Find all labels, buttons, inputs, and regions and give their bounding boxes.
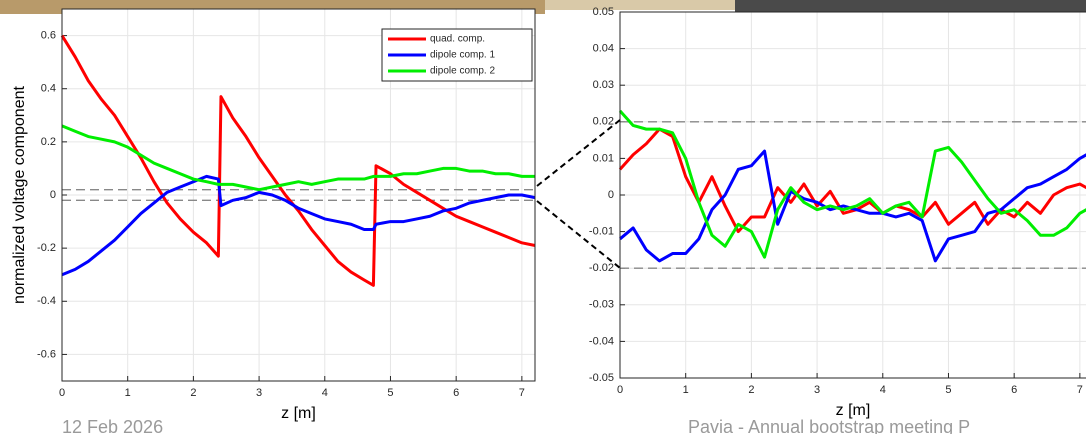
- y-tick-label: 0.2: [41, 136, 56, 148]
- legend-label: dipole comp. 1: [430, 50, 495, 61]
- y-tick-label: -0.6: [37, 348, 56, 360]
- x-tick-label: 3: [256, 387, 262, 399]
- x-tick-label: 5: [387, 387, 393, 399]
- legend-label: quad. comp.: [430, 34, 485, 45]
- y-tick-label: -0.04: [589, 335, 614, 347]
- x-axis-label: z [m]: [281, 405, 316, 422]
- x-tick-label: 6: [1011, 384, 1017, 396]
- x-tick-label: 1: [125, 387, 131, 399]
- legend-label: dipole comp. 2: [430, 66, 495, 77]
- y-tick-label: 0.4: [41, 83, 56, 95]
- slide: 12 Feb 2026 Pavia - Annual bootstrap mee…: [0, 0, 1086, 434]
- y-tick-label: 0.01: [593, 152, 614, 164]
- charts: -0.6 -0.4 -0.2 0 0.2 0.4 0.6 0 1 2 3 4 5 6 7 z [m] norma…: [11, 6, 1086, 422]
- y-tick-label: -0.03: [589, 299, 614, 311]
- x-tick-label: 7: [519, 387, 525, 399]
- chart: -0.6 -0.4 -0.2 0 0.2 0.4 0.6 0 1 2 3 4 5 6 7 z [m] norma…: [11, 9, 535, 422]
- y-axis-label: normalized voltage component: [11, 85, 28, 303]
- x-tick-label: 0: [59, 387, 65, 399]
- page: 12 Feb 2026 Pavia - Annual bootstrap mee…: [0, 0, 1086, 434]
- x-tick-label: 0: [617, 384, 623, 396]
- x-tick-label: 1: [683, 384, 689, 396]
- photo-strip: [545, 0, 735, 10]
- footer-event: Pavia - Annual bootstrap meeting P: [688, 417, 970, 434]
- y-tick-label: 0: [608, 189, 614, 201]
- y-tick-label: 0: [50, 189, 56, 201]
- footer-date: 12 Feb 2026: [62, 417, 163, 434]
- y-tick-label: 0.02: [593, 116, 614, 128]
- x-tick-label: 6: [453, 387, 459, 399]
- x-tick-label: 5: [945, 384, 951, 396]
- y-tick-label: -0.2: [37, 242, 56, 254]
- y-tick-label: -0.05: [589, 372, 614, 384]
- x-tick-label: 7: [1077, 384, 1083, 396]
- x-tick-label: 4: [322, 387, 328, 399]
- x-tick-label: 2: [190, 387, 196, 399]
- x-tick-label: 2: [748, 384, 754, 396]
- y-tick-label: -0.4: [37, 295, 56, 307]
- y-tick-label: 0.03: [593, 79, 614, 91]
- y-tick-label: 0.05: [593, 6, 614, 18]
- x-tick-label: 4: [880, 384, 886, 396]
- y-tick-label: -0.01: [589, 226, 614, 238]
- chart: -0.05 -0.04 -0.03 -0.02 -0.01 0 0.01 0.02 0.03 0.…: [589, 6, 1086, 419]
- y-tick-label: 0.04: [593, 43, 614, 55]
- x-axis-label: z [m]: [836, 402, 871, 419]
- y-tick-label: -0.02: [589, 262, 614, 274]
- x-tick-label: 3: [814, 384, 820, 396]
- y-tick-label: 0.6: [41, 29, 56, 41]
